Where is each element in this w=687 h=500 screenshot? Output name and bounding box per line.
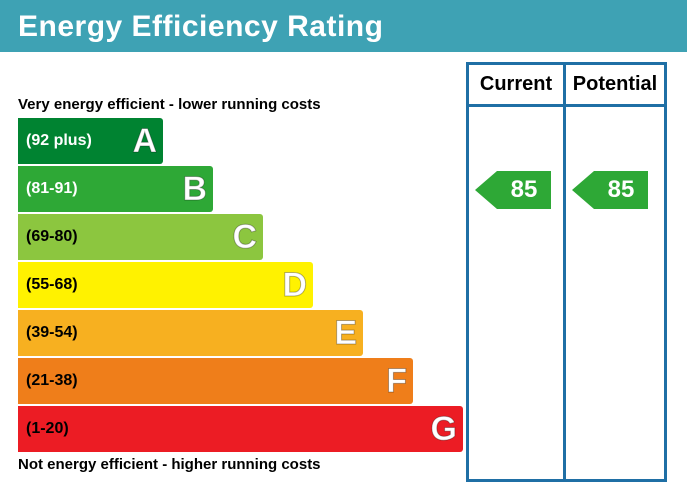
rating-arrow: 85	[572, 171, 648, 209]
rating-bar-f: (21-38) F	[18, 358, 413, 404]
rating-letter-b: B	[182, 170, 207, 209]
rating-letter-c: C	[232, 218, 257, 257]
rating-range-b: (81-91)	[18, 180, 78, 198]
rating-letter-d: D	[282, 266, 307, 305]
rating-letter-f: F	[386, 362, 407, 401]
chart-area: Very energy efficient - lower running co…	[0, 52, 687, 500]
rating-letter-a: A	[132, 122, 157, 161]
header-title: Energy Efficiency Rating	[0, 0, 687, 52]
top-efficiency-label: Very energy efficient - lower running co…	[18, 96, 321, 113]
rating-range-d: (55-68)	[18, 276, 78, 294]
arrow-head-icon	[572, 171, 594, 209]
rating-range-a: (92 plus)	[18, 132, 92, 150]
arrow-value: 85	[497, 171, 551, 209]
eer-container: Energy Efficiency Rating Very energy eff…	[0, 0, 687, 500]
rating-range-e: (39-54)	[18, 324, 78, 342]
column-current: Current 85	[466, 62, 566, 482]
rating-letter-e: E	[334, 314, 357, 353]
column-potential: Potential 85	[563, 62, 667, 482]
bottom-efficiency-label: Not energy efficient - higher running co…	[18, 456, 321, 473]
rating-bar-b: (81-91) B	[18, 166, 213, 212]
rating-bar-g: (1-20) G	[18, 406, 463, 452]
rating-bar-e: (39-54) E	[18, 310, 363, 356]
column-header-potential: Potential	[566, 65, 664, 107]
arrow-value: 85	[594, 171, 648, 209]
rating-bar-a: (92 plus) A	[18, 118, 163, 164]
rating-bar-d: (55-68) D	[18, 262, 313, 308]
column-body-potential: 85	[566, 107, 664, 483]
rating-columns: Current 85 Potential 85	[466, 62, 667, 482]
rating-bars: (92 plus) A (81-91) B (69-80) C (55-68) D (39-54…	[18, 118, 463, 454]
rating-range-f: (21-38)	[18, 372, 78, 390]
rating-bar-c: (69-80) C	[18, 214, 263, 260]
column-header-current: Current	[469, 65, 563, 107]
arrow-head-icon	[475, 171, 497, 209]
column-body-current: 85	[469, 107, 563, 483]
rating-letter-g: G	[431, 410, 457, 449]
rating-range-c: (69-80)	[18, 228, 78, 246]
rating-range-g: (1-20)	[18, 420, 69, 438]
rating-arrow: 85	[475, 171, 551, 209]
